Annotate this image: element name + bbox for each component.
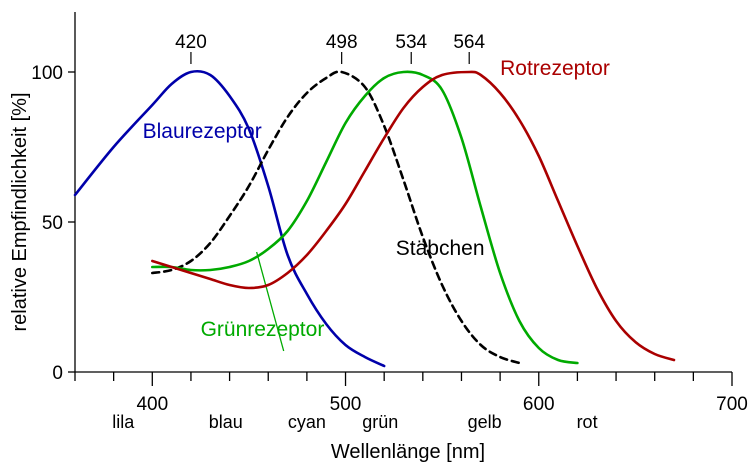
series-lines: [73, 69, 676, 368]
series-labels: Blaurezeptor Stäbchen Grünrezeptor Rotrezep…: [143, 57, 610, 341]
series-line-rotrezeptor: [151, 70, 676, 362]
color-band-label: gelb: [468, 412, 502, 432]
series-label-st-bchen: Stäbchen: [396, 237, 485, 260]
peak-label: 420: [175, 32, 207, 53]
color-band-label: blau: [209, 412, 243, 432]
x-tick-label: 400: [136, 394, 168, 415]
series-line-gr-nrezeptor: [151, 70, 579, 365]
y-axis-title: relative Empfindlichkeit [%]: [9, 93, 31, 332]
y-tick-label: 100: [31, 63, 63, 84]
x-axis-title: Wellenlänge [nm]: [331, 441, 485, 463]
peak-label: 534: [395, 32, 427, 53]
x-tick-label: 700: [716, 394, 748, 415]
color-band-label: grün: [362, 412, 398, 432]
series-label-blaurezeptor: Blaurezeptor: [143, 120, 262, 143]
series-leader-gr-nrezeptor: [256, 251, 285, 352]
series-label-rotrezeptor: Rotrezeptor: [500, 57, 610, 80]
series-line-blaurezeptor: [73, 69, 386, 368]
color-band-label: lila: [112, 412, 135, 432]
x-tick-label: 500: [330, 394, 362, 415]
series-line-st-bchen: [151, 70, 521, 365]
color-band-label: rot: [577, 412, 598, 432]
peak-label: 564: [453, 32, 485, 53]
y-tick-label: 50: [42, 213, 63, 234]
color-band-label: cyan: [288, 412, 326, 432]
peak-label: 498: [326, 32, 358, 53]
x-tick-label: 600: [523, 394, 555, 415]
series-label-gr-nrezeptor: Grünrezeptor: [201, 318, 325, 341]
axes: 0 50 100 400 500 600 700 lila blau cyan grün gelb ro…: [9, 12, 748, 463]
y-tick-label: 0: [52, 363, 63, 384]
